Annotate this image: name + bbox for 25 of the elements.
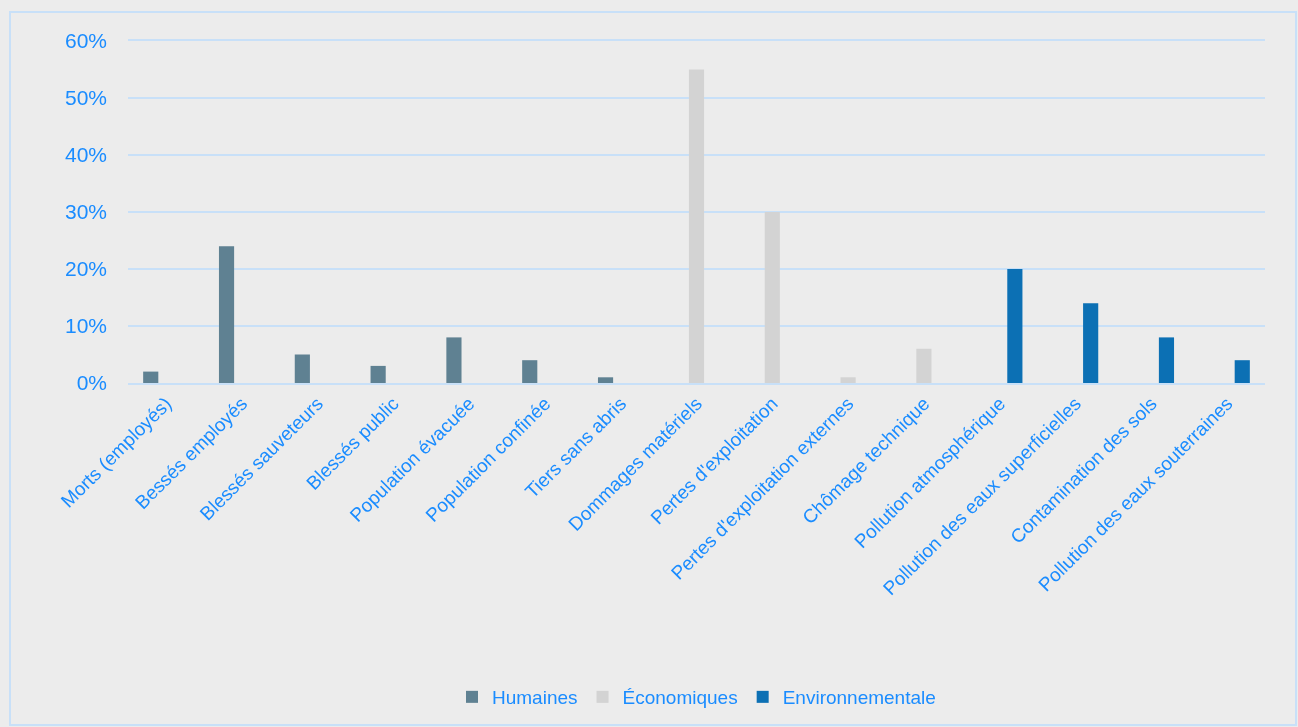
bar [1158,337,1175,383]
bar [840,377,856,383]
legend-label: Humaines [492,687,578,709]
y-tick-label: 30% [64,200,107,224]
bar [370,365,386,383]
bar [916,348,932,383]
y-tick-label: 0% [76,371,107,395]
y-tick-label: 60% [64,29,107,53]
y-tick-label: 40% [64,143,107,167]
y-tick-label: 10% [64,314,107,338]
bar [1083,303,1099,383]
bar [522,360,538,383]
bar [446,337,462,383]
bar [143,371,159,383]
bar [1234,360,1250,383]
bar [294,354,310,383]
legend-label: Économiques [622,687,738,709]
bar [597,377,614,383]
y-tick-label: 50% [64,86,107,110]
bar [1007,269,1023,383]
y-tick-label: 20% [64,257,107,281]
bar [764,212,780,383]
bar [688,69,705,383]
legend-label: Environnementale [782,687,936,709]
bar [218,246,235,383]
